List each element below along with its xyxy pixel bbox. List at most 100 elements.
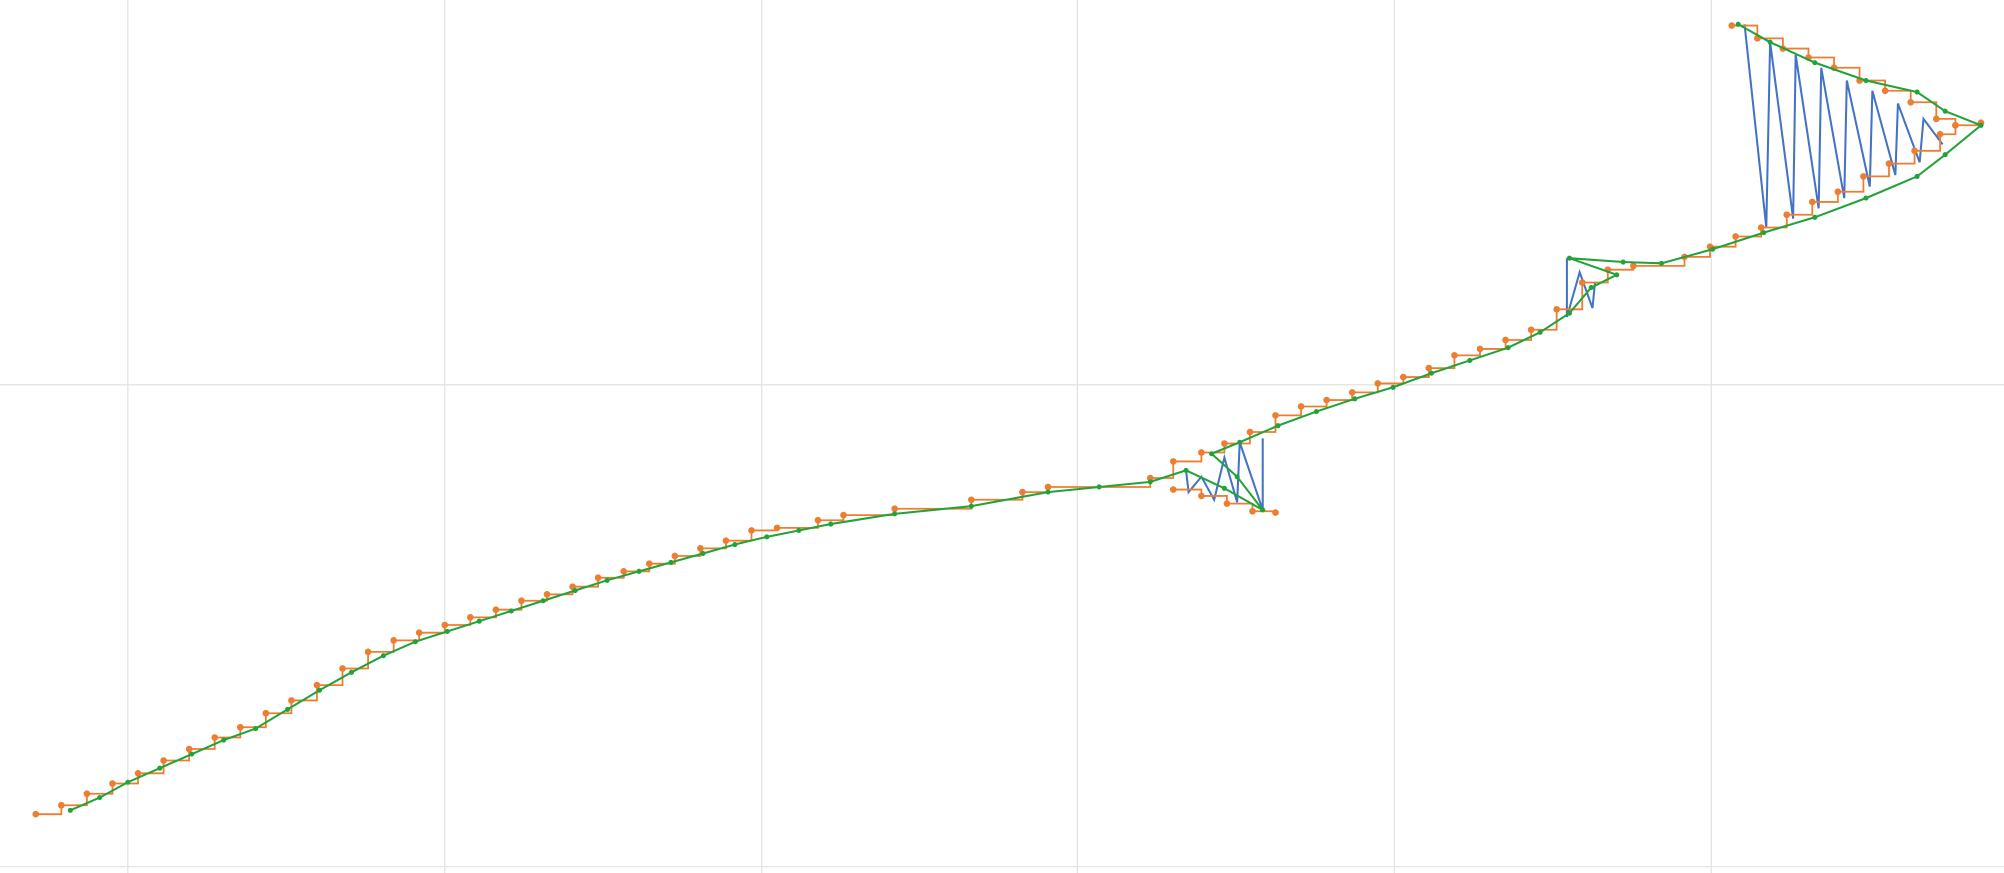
data-point bbox=[83, 790, 91, 798]
data-point bbox=[1147, 479, 1153, 485]
data-point bbox=[1505, 345, 1511, 351]
data-point bbox=[764, 534, 770, 540]
data-point bbox=[1578, 279, 1586, 286]
data-point bbox=[722, 537, 730, 544]
data-point bbox=[1812, 214, 1818, 220]
data-point bbox=[840, 511, 847, 519]
data-point bbox=[1221, 485, 1227, 491]
data-point bbox=[508, 608, 514, 614]
data-point bbox=[1952, 121, 1959, 129]
data-point bbox=[339, 665, 346, 672]
series-line bbox=[69, 23, 1983, 812]
data-point bbox=[1863, 77, 1869, 84]
data-point bbox=[160, 757, 167, 764]
data-point bbox=[594, 574, 602, 582]
data-point bbox=[1198, 449, 1205, 456]
data-point bbox=[1249, 507, 1256, 515]
data-point bbox=[1907, 98, 1915, 106]
data-point bbox=[380, 653, 386, 659]
data-point bbox=[109, 780, 116, 787]
data-point bbox=[828, 521, 834, 527]
data-point bbox=[1735, 21, 1741, 27]
data-point bbox=[700, 550, 706, 557]
data-point bbox=[1399, 373, 1407, 381]
data-point bbox=[1881, 87, 1889, 95]
data-point bbox=[476, 618, 482, 624]
data-point bbox=[1812, 60, 1818, 66]
data-point bbox=[1914, 89, 1920, 95]
data-point bbox=[1630, 262, 1637, 270]
data-point bbox=[1942, 152, 1948, 158]
data-point bbox=[390, 637, 397, 644]
data-point bbox=[1860, 173, 1867, 180]
data-point bbox=[1260, 507, 1266, 513]
data-point bbox=[1275, 423, 1281, 429]
data-point bbox=[1425, 364, 1433, 372]
data-point bbox=[288, 697, 295, 704]
data-point bbox=[1588, 285, 1594, 291]
data-point bbox=[1348, 389, 1356, 396]
data-point bbox=[1237, 439, 1243, 445]
data-point bbox=[1527, 326, 1535, 334]
series-line bbox=[1185, 438, 1264, 511]
data-point bbox=[189, 751, 195, 757]
data-point bbox=[1783, 211, 1791, 219]
data-point bbox=[253, 726, 259, 732]
data-point bbox=[1209, 451, 1215, 457]
data-point bbox=[1146, 474, 1154, 482]
data-point bbox=[1885, 160, 1893, 167]
data-point bbox=[1451, 352, 1458, 359]
data-point bbox=[1932, 115, 1940, 123]
data-point bbox=[125, 779, 131, 785]
data-point bbox=[285, 706, 291, 712]
data-point bbox=[415, 629, 423, 637]
data-point bbox=[814, 516, 822, 524]
data-point bbox=[1169, 486, 1177, 493]
data-point bbox=[540, 598, 546, 604]
data-point bbox=[236, 723, 244, 731]
data-point bbox=[671, 552, 679, 560]
data-point bbox=[1978, 122, 1984, 128]
data-point bbox=[364, 648, 372, 656]
data-point bbox=[1710, 246, 1716, 252]
data-point bbox=[1614, 272, 1620, 278]
data-point bbox=[1313, 409, 1319, 415]
data-point bbox=[773, 524, 781, 532]
data-point bbox=[1390, 384, 1396, 390]
data-point bbox=[796, 527, 802, 534]
data-point bbox=[748, 527, 755, 534]
series-line bbox=[1743, 24, 1944, 228]
data-point bbox=[444, 628, 450, 634]
data-point bbox=[97, 795, 103, 801]
data-point bbox=[412, 639, 418, 645]
data-point bbox=[1502, 336, 1509, 344]
data-point bbox=[604, 577, 610, 583]
data-point bbox=[697, 545, 704, 552]
data-point bbox=[1221, 440, 1228, 447]
data-point bbox=[1096, 484, 1102, 490]
series-line bbox=[1565, 258, 1597, 318]
data-point bbox=[1044, 483, 1052, 491]
data-point bbox=[1297, 403, 1305, 410]
data-point bbox=[157, 765, 163, 771]
data-point bbox=[968, 503, 974, 509]
data-point bbox=[645, 560, 653, 568]
data-point bbox=[348, 669, 355, 675]
data-point bbox=[1757, 224, 1765, 231]
data-point bbox=[1914, 173, 1920, 179]
data-point bbox=[1272, 509, 1279, 516]
data-point bbox=[620, 568, 628, 575]
data-point bbox=[211, 734, 219, 741]
data-point bbox=[1428, 370, 1434, 376]
data-point bbox=[892, 511, 898, 517]
data-point bbox=[1374, 380, 1382, 387]
data-point bbox=[1658, 260, 1665, 266]
data-point bbox=[1467, 357, 1473, 364]
data-point bbox=[1246, 428, 1254, 436]
data-point bbox=[968, 496, 975, 504]
data-point bbox=[1323, 396, 1330, 404]
data-point bbox=[1234, 474, 1240, 480]
data-point bbox=[1183, 467, 1189, 473]
data-point bbox=[732, 541, 738, 548]
data-point bbox=[1936, 130, 1944, 138]
